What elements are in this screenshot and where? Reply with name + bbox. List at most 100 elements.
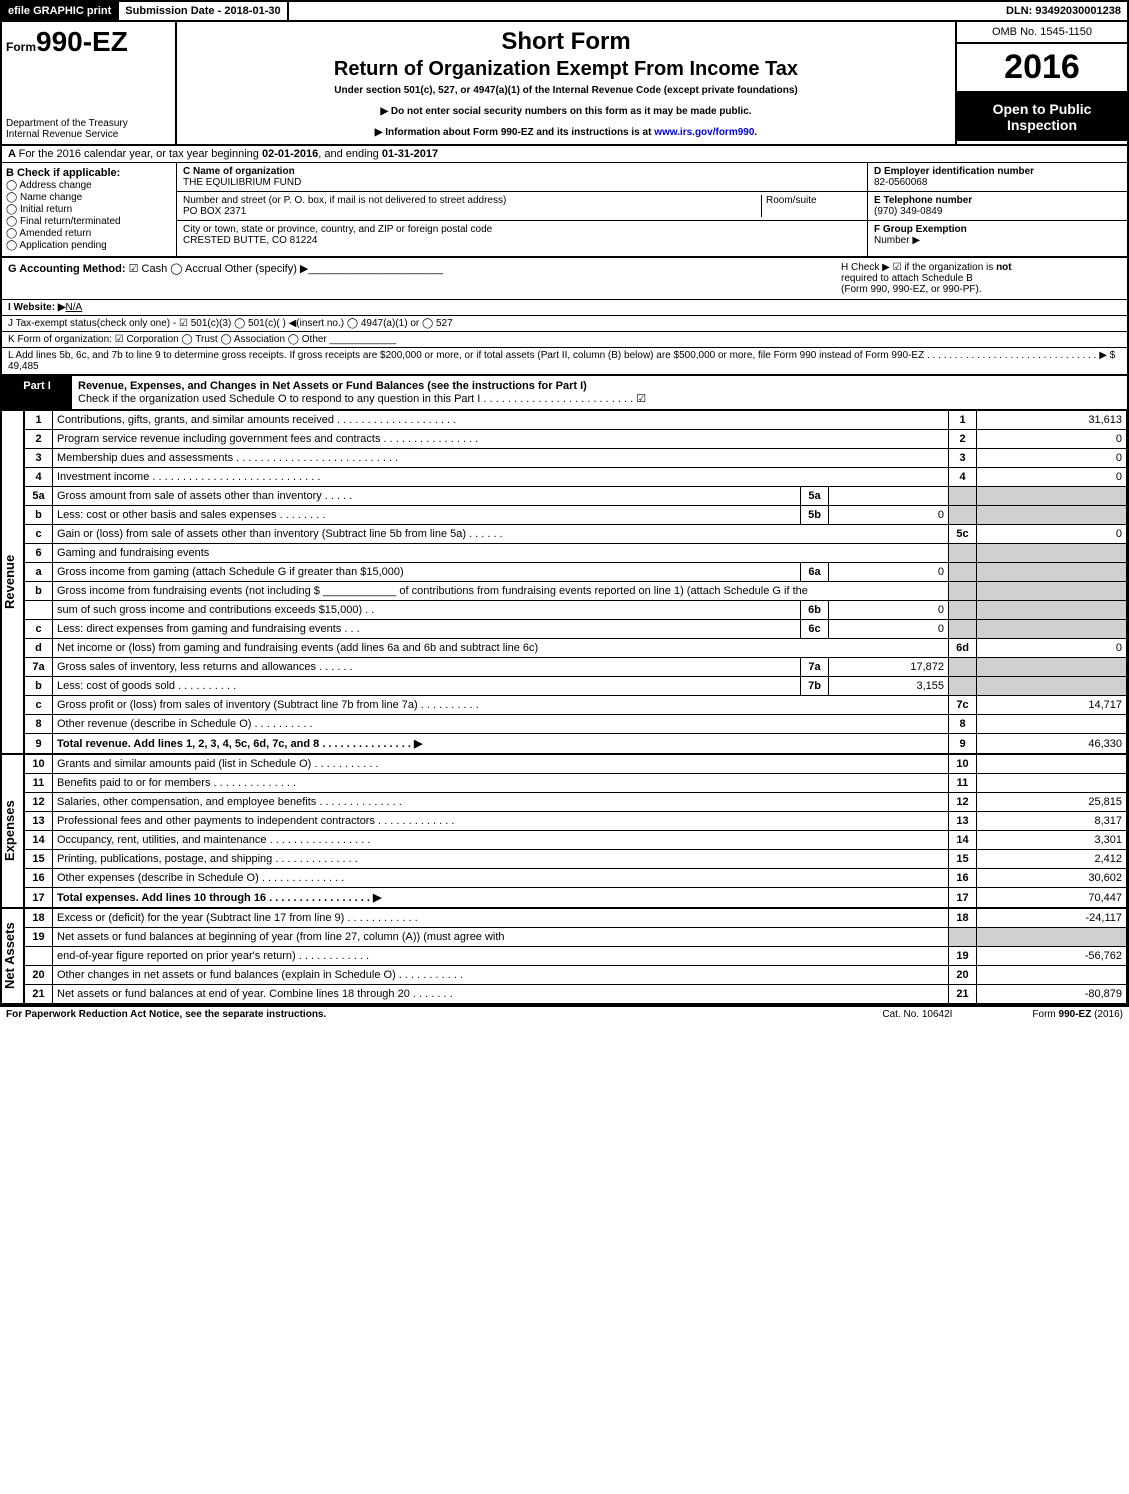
line-17: 17Total expenses. Add lines 10 through 1…	[25, 888, 1127, 908]
chk-amended-return[interactable]: ◯ Amended return	[6, 228, 172, 239]
line-18: 18Excess or (deficit) for the year (Subt…	[25, 909, 1127, 928]
chk-1: Name change	[20, 192, 82, 203]
line-9-desc: Total revenue. Add lines 1, 2, 3, 4, 5c,…	[53, 734, 949, 754]
section-b: B Check if applicable: ◯ Address change …	[2, 163, 177, 256]
line-5b-desc: Less: cost or other basis and sales expe…	[53, 506, 801, 525]
line-10-desc: Grants and similar amounts paid (list in…	[53, 755, 949, 774]
line-20: 20Other changes in net assets or fund ba…	[25, 966, 1127, 985]
footer-left: For Paperwork Reduction Act Notice, see …	[6, 1009, 326, 1020]
line-14: 14Occupancy, rent, utilities, and mainte…	[25, 831, 1127, 850]
line-7b-desc: Less: cost of goods sold . . . . . . . .…	[53, 677, 801, 696]
irs-link[interactable]: www.irs.gov/form990	[654, 127, 754, 138]
line-5b: bLess: cost or other basis and sales exp…	[25, 506, 1127, 525]
row-a: A For the 2016 calendar year, or tax yea…	[2, 146, 1127, 163]
header-right: OMB No. 1545-1150 2016 Open to PublicIns…	[957, 22, 1127, 144]
line-6d-desc: Net income or (loss) from gaming and fun…	[53, 639, 949, 658]
expenses-section: Expenses 10Grants and similar amounts pa…	[2, 754, 1127, 908]
c-address: Number and street (or P. O. box, if mail…	[177, 192, 867, 221]
c-city: City or town, state or province, country…	[177, 221, 867, 249]
line-6c-mid: 0	[829, 620, 949, 639]
line-6d: dNet income or (loss) from gaming and fu…	[25, 639, 1127, 658]
chk-final-return[interactable]: ◯ Final return/terminated	[6, 216, 172, 227]
line-15-val: 2,412	[977, 850, 1127, 869]
chk-initial-return[interactable]: ◯ Initial return	[6, 204, 172, 215]
line-18-val: -24,117	[977, 909, 1127, 928]
line-1: 1Contributions, gifts, grants, and simil…	[25, 411, 1127, 430]
line-7c-val: 14,717	[977, 696, 1127, 715]
subtitle: Under section 501(c), 527, or 4947(a)(1)…	[183, 85, 949, 96]
line-7a-mid: 17,872	[829, 658, 949, 677]
line-15-desc: Printing, publications, postage, and shi…	[53, 850, 949, 869]
line-4-desc: Investment income . . . . . . . . . . . …	[53, 468, 949, 487]
line-8: 8Other revenue (describe in Schedule O) …	[25, 715, 1127, 734]
c-name-label: C Name of organization	[183, 166, 295, 177]
h-not: not	[996, 262, 1012, 273]
netassets-table: 18Excess or (deficit) for the year (Subt…	[24, 908, 1127, 1004]
part-i-header: Part I Revenue, Expenses, and Changes in…	[2, 376, 1127, 410]
org-name: THE EQUILIBRIUM FUND	[183, 177, 301, 188]
dln-label: DLN:	[1006, 5, 1035, 17]
line-5a: 5aGross amount from sale of assets other…	[25, 487, 1127, 506]
dept-line2: Internal Revenue Service	[6, 129, 171, 140]
title-short-form: Short Form	[183, 28, 949, 56]
chk-4: Amended return	[19, 228, 91, 239]
revenue-table: 1Contributions, gifts, grants, and simil…	[24, 410, 1127, 754]
chk-application-pending[interactable]: ◯ Application pending	[6, 240, 172, 251]
g-options[interactable]: ☑ Cash ◯ Accrual Other (specify) ▶	[129, 263, 309, 275]
top-bar: efile GRAPHIC print Submission Date - 20…	[0, 0, 1129, 22]
dln-value: 93492030001238	[1035, 5, 1121, 17]
line-7c-desc: Gross profit or (loss) from sales of inv…	[53, 696, 949, 715]
part-i: Part I Revenue, Expenses, and Changes in…	[0, 376, 1129, 1006]
line-5a-mid	[829, 487, 949, 506]
line-6b-desc: sum of such gross income and contributio…	[53, 601, 801, 620]
section-def: D Employer identification number82-05600…	[867, 163, 1127, 256]
chk-address-change[interactable]: ◯ Address change	[6, 180, 172, 191]
form-number: Form990-EZ	[6, 26, 171, 58]
netassets-label: Net Assets	[2, 908, 24, 1004]
line-9-val: 46,330	[977, 734, 1127, 754]
line-8-val	[977, 715, 1127, 734]
a-text: For the 2016 calendar year, or tax year …	[19, 148, 262, 160]
line-6c-desc: Less: direct expenses from gaming and fu…	[53, 620, 801, 639]
row-g: G Accounting Method: ☑ Cash ◯ Accrual Ot…	[2, 258, 1127, 299]
line-3-desc: Membership dues and assessments . . . . …	[53, 449, 949, 468]
b-label: Check if applicable:	[17, 167, 120, 179]
chk-0: Address change	[19, 180, 91, 191]
footer-right: Form 990-EZ (2016)	[1032, 1009, 1123, 1020]
line-6a: aGross income from gaming (attach Schedu…	[25, 563, 1127, 582]
line-12-val: 25,815	[977, 793, 1127, 812]
notice-b-text: ▶ Information about Form 990-EZ and its …	[375, 127, 654, 138]
line-6a-desc: Gross income from gaming (attach Schedul…	[53, 563, 801, 582]
line-3-val: 0	[977, 449, 1127, 468]
line-13: 13Professional fees and other payments t…	[25, 812, 1127, 831]
l-text: L Add lines 5b, 6c, and 7b to line 9 to …	[8, 350, 1115, 361]
line-7a: 7aGross sales of inventory, less returns…	[25, 658, 1127, 677]
chk-name-change[interactable]: ◯ Name change	[6, 192, 172, 203]
line-11: 11Benefits paid to or for members . . . …	[25, 774, 1127, 793]
line-21-desc: Net assets or fund balances at end of ye…	[53, 985, 949, 1004]
line-20-val	[977, 966, 1127, 985]
line-10: 10Grants and similar amounts paid (list …	[25, 755, 1127, 774]
e-label: E Telephone number	[874, 195, 972, 206]
line-5c-desc: Gain or (loss) from sale of assets other…	[53, 525, 949, 544]
line-16: 16Other expenses (describe in Schedule O…	[25, 869, 1127, 888]
c-name: C Name of organizationTHE EQUILIBRIUM FU…	[177, 163, 867, 192]
line-3: 3Membership dues and assessments . . . .…	[25, 449, 1127, 468]
line-18-desc: Excess or (deficit) for the year (Subtra…	[53, 909, 949, 928]
expenses-label: Expenses	[2, 754, 24, 908]
line-2-desc: Program service revenue including govern…	[53, 430, 949, 449]
chk-2: Initial return	[20, 204, 72, 215]
footer-year: (2016)	[1091, 1009, 1123, 1020]
line-2-val: 0	[977, 430, 1127, 449]
line-6b-pre: bGross income from fundraising events (n…	[25, 582, 1127, 601]
line-16-desc: Other expenses (describe in Schedule O) …	[53, 869, 949, 888]
line-4-val: 0	[977, 468, 1127, 487]
website-value: N/A	[66, 302, 83, 313]
row-l: L Add lines 5b, 6c, and 7b to line 9 to …	[2, 347, 1127, 374]
open-line2: Inspection	[1007, 117, 1077, 133]
line-19b: end-of-year figure reported on prior yea…	[25, 947, 1127, 966]
tax-year: 2016	[957, 44, 1127, 93]
line-6a-mid: 0	[829, 563, 949, 582]
footer-cat: Cat. No. 10642I	[882, 1009, 952, 1020]
section-c: C Name of organizationTHE EQUILIBRIUM FU…	[177, 163, 867, 256]
